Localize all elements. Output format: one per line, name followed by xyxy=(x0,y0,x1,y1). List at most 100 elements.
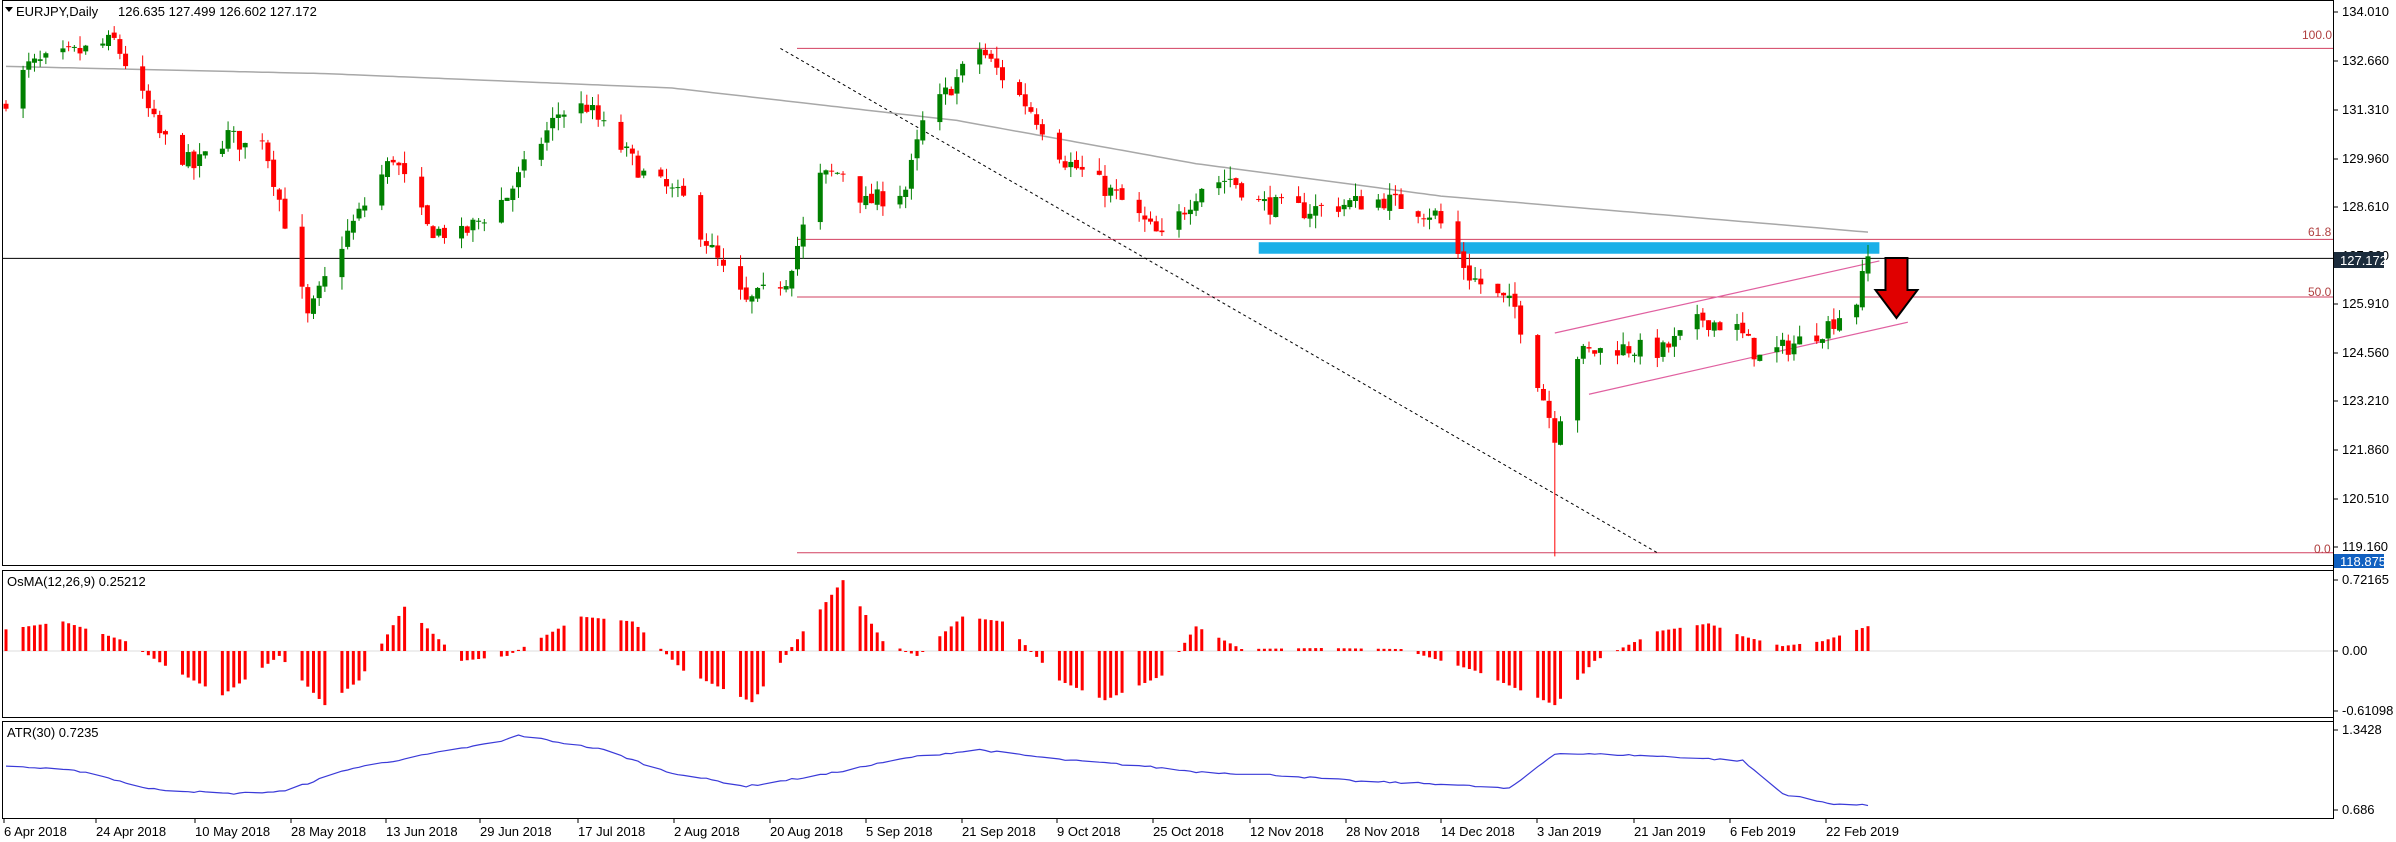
candle-body xyxy=(162,131,168,135)
osma-bar xyxy=(983,619,987,651)
osma-bar xyxy=(1257,648,1261,651)
osma-bar xyxy=(1786,645,1790,651)
osma-bar xyxy=(67,623,71,651)
candle-body xyxy=(77,48,83,54)
candle-body xyxy=(1307,213,1313,219)
candle-body xyxy=(26,61,32,70)
osma-bar xyxy=(323,651,327,706)
osma-bar xyxy=(1581,651,1585,674)
osma-bar xyxy=(556,628,560,651)
triangle-down-icon[interactable] xyxy=(5,7,13,12)
osma-bar xyxy=(32,625,36,651)
osma-bar xyxy=(516,649,520,651)
candle-body xyxy=(1261,199,1267,202)
candle-body xyxy=(1774,347,1780,353)
candle-body xyxy=(464,226,470,233)
candle-body xyxy=(755,287,761,299)
time-tick: 28 May 2018 xyxy=(290,819,366,839)
osma-bar xyxy=(784,651,788,655)
channel-upper-line xyxy=(1554,260,1880,334)
osma-bar xyxy=(1547,651,1551,703)
time-tick: 12 Nov 2018 xyxy=(1249,819,1324,839)
osma-bar xyxy=(1416,651,1420,655)
candle-body xyxy=(1831,319,1837,329)
candle-body xyxy=(829,170,835,172)
osma-panel-frame xyxy=(2,570,2334,718)
svg-text:21 Jan 2019: 21 Jan 2019 xyxy=(1634,824,1706,839)
candle-body xyxy=(1614,350,1620,356)
candle-body xyxy=(1461,251,1467,268)
time-tick: 21 Sep 2018 xyxy=(961,819,1036,839)
svg-text:22 Feb 2019: 22 Feb 2019 xyxy=(1826,824,1899,839)
osma-bar xyxy=(146,651,150,656)
osma-bar xyxy=(636,626,640,651)
candle-body xyxy=(498,199,504,223)
candle-body xyxy=(561,114,567,117)
osma-bar xyxy=(1382,648,1386,651)
osma-bar xyxy=(61,621,65,651)
osma-bar xyxy=(1695,625,1699,651)
candle-body xyxy=(1819,339,1825,343)
candle-body xyxy=(1153,221,1159,232)
candle-body xyxy=(1142,215,1148,220)
osma-bar xyxy=(1228,643,1232,651)
candle-body xyxy=(777,287,783,289)
candle-body xyxy=(641,170,647,176)
candle-body xyxy=(1358,196,1364,210)
candle-body xyxy=(1108,187,1114,196)
candle-body xyxy=(624,146,630,149)
osma-bar xyxy=(739,651,743,697)
candle-body xyxy=(271,159,277,187)
candle-body xyxy=(151,108,157,115)
osma-bar xyxy=(1479,651,1483,674)
osma-bar xyxy=(1507,651,1511,686)
candle-body xyxy=(1677,330,1683,336)
osma-bar xyxy=(596,618,600,651)
candle-body xyxy=(1706,320,1712,331)
time-tick: 6 Feb 2019 xyxy=(1729,819,1796,839)
osma-bar xyxy=(721,651,725,690)
candle-body xyxy=(1546,400,1552,418)
osma-bar xyxy=(1866,626,1870,651)
candle-body xyxy=(1227,178,1233,180)
candle-body xyxy=(1375,199,1381,208)
osma-bar xyxy=(625,620,629,651)
candle-body xyxy=(1506,295,1512,299)
osma-bar xyxy=(380,643,384,651)
candle-body xyxy=(1187,209,1193,215)
candle-body xyxy=(1495,283,1501,294)
candle-body xyxy=(1632,354,1638,356)
osma-bar xyxy=(1120,651,1124,693)
time-tick: 2 Aug 2018 xyxy=(673,819,740,839)
candle-body xyxy=(242,142,248,148)
svg-text:0.72165: 0.72165 xyxy=(2342,572,2389,587)
osma-bar xyxy=(1439,651,1443,661)
osma-bar xyxy=(909,651,913,654)
candle-body xyxy=(1592,350,1598,354)
osma-bar xyxy=(78,626,82,651)
osma-bar xyxy=(1820,641,1824,651)
osma-bar xyxy=(1314,648,1318,651)
candle-body xyxy=(180,134,186,165)
candle-body xyxy=(1296,196,1302,203)
osma-bar xyxy=(186,651,190,678)
osma-bar xyxy=(237,651,241,684)
candle-body xyxy=(236,130,242,150)
osma-bar xyxy=(1815,641,1819,651)
svg-text:13 Jun 2018: 13 Jun 2018 xyxy=(386,824,458,839)
osma-bar xyxy=(585,617,589,651)
osma-bar xyxy=(591,617,595,651)
osma-bar xyxy=(1661,630,1665,651)
osma-bar xyxy=(386,634,390,651)
candle-body xyxy=(470,219,476,231)
osma-bar xyxy=(460,651,464,661)
candle-body xyxy=(1113,189,1119,191)
candle-body xyxy=(1626,346,1632,354)
osma-bar xyxy=(579,616,583,651)
osma-bar xyxy=(1838,635,1842,651)
osma-bar xyxy=(1593,651,1597,661)
candle-body xyxy=(1387,194,1393,211)
osma-bar xyxy=(1297,648,1301,651)
candle-body xyxy=(111,32,117,38)
